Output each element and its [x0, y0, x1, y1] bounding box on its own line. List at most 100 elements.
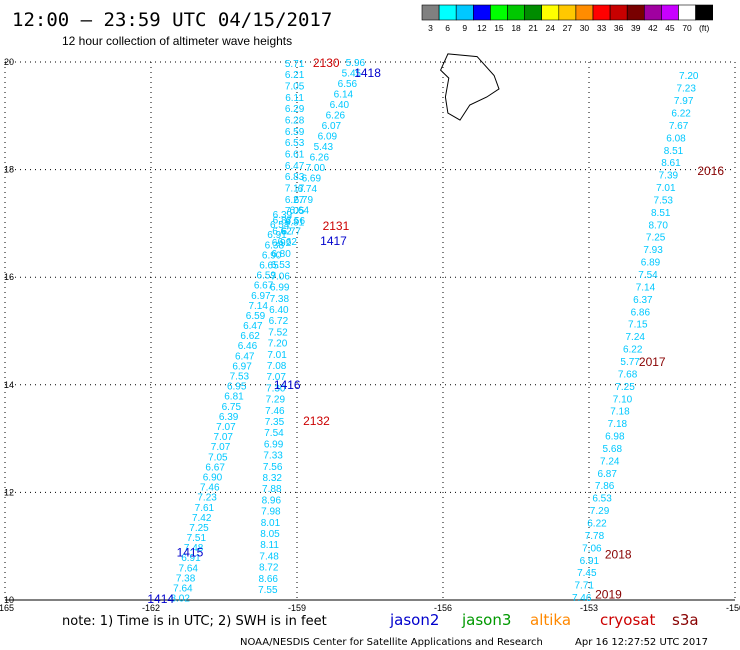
legend-swatch: [438, 4, 457, 21]
wave-height-label: 8.66: [259, 574, 279, 585]
legend-label: 9: [462, 23, 467, 33]
satellite-tracks: 8.027.647.387.646.917.487.517.257.427.61…: [170, 58, 698, 605]
footer-timestamp: Apr 16 12:27:52 UTC 2017: [575, 637, 708, 648]
wave-height-label: 7.48: [184, 543, 204, 554]
wave-height-label: 7.25: [615, 382, 635, 393]
lat-lon-grid: [4, 61, 736, 601]
wave-height-label: 6.65: [259, 260, 279, 271]
wave-height-label: 7.18: [608, 419, 628, 430]
color-scale-legend: 3 6 9 12 15 18 21 24 27 30 33 36 39 42 45 70 (ft): [421, 4, 713, 33]
wave-height-label: 7.06: [582, 543, 602, 554]
wave-height-label: 7.29: [266, 395, 286, 406]
wave-height-label: 8.61: [661, 158, 681, 169]
x-tick-label: -159: [288, 603, 306, 613]
wave-height-label: 6.87: [597, 469, 617, 480]
footer-credit: NOAA/NESDIS Center for Satellite Applica…: [240, 637, 543, 648]
wave-height-label: 6.21: [285, 70, 305, 81]
wave-height-label: 7.54: [638, 270, 658, 281]
wave-height-label: 6.39: [273, 210, 293, 221]
wave-height-label: 7.61: [195, 503, 215, 514]
wave-height-label: 7.48: [259, 551, 279, 562]
wave-height-label: 7.42: [192, 513, 212, 524]
legend-label: 45: [665, 23, 675, 33]
y-tick-label: 18: [4, 165, 14, 175]
wave-height-label: 6.28: [285, 116, 305, 127]
satellite-name: s3a: [672, 611, 699, 629]
wave-height-label: 6.80: [271, 249, 291, 260]
wave-height-label: 6.22: [671, 108, 691, 119]
y-tick-label: 14: [4, 380, 14, 390]
satellite-name: altika: [530, 611, 571, 629]
legend-label: 70: [682, 23, 692, 33]
wave-height-label: 6.14: [334, 89, 354, 100]
legend-swatch: [472, 4, 491, 21]
wave-height-label: 7.25: [189, 523, 209, 534]
wave-height-label: 6.62: [278, 237, 298, 248]
wave-height-label: 6.62: [272, 227, 292, 238]
wave-height-label: 6.53: [271, 260, 291, 271]
wave-height-label: 7.01: [656, 183, 676, 194]
wave-height-label: 6.99: [270, 283, 290, 294]
pass-time-label: 2130: [313, 56, 340, 70]
legend-label: 21: [528, 23, 538, 33]
wave-height-label: 8.51: [664, 146, 684, 157]
y-tick-label: 12: [4, 487, 14, 497]
wave-height-label: 8.02: [170, 594, 190, 605]
wave-height-label: 7.71: [575, 581, 595, 592]
wave-height-label: 7.24: [600, 456, 620, 467]
legend-label: 30: [580, 23, 590, 33]
wave-height-label: 6.91: [267, 230, 287, 241]
legend-label: 36: [614, 23, 624, 33]
wave-height-label: 7.17: [285, 184, 305, 195]
wave-height-label: 6.39: [219, 412, 239, 423]
wave-height-label: 7.67: [669, 121, 689, 132]
legend-swatch: [575, 4, 594, 21]
legend-swatch: [609, 4, 628, 21]
pass-time-label: 1414: [147, 592, 174, 606]
wave-height-label: 5.77: [620, 357, 640, 368]
wave-height-label: 7.00: [306, 163, 326, 174]
wave-height-label: 7.56: [263, 462, 283, 473]
wave-height-label: 6.59: [257, 271, 277, 282]
wave-height-label: 8.11: [260, 540, 279, 551]
wave-height-label: 7.46: [200, 483, 220, 494]
wave-height-label: 7.20: [679, 71, 699, 82]
wave-height-label: 7.10: [613, 394, 633, 405]
legend-swatch: [524, 4, 542, 21]
pass-time-label: 2131: [323, 219, 350, 233]
pass-time-label: 2132: [303, 414, 330, 428]
wave-height-label: 7.39: [659, 171, 679, 182]
legend-label: 12: [477, 23, 487, 33]
legend-swatch: [678, 4, 696, 21]
wave-height-label: 7.54: [264, 428, 284, 439]
wave-height-label: 7.25: [646, 233, 666, 244]
legend-label: 6: [445, 23, 450, 33]
wave-height-label: 7.98: [261, 507, 281, 518]
wave-height-label: 7.64: [179, 563, 199, 574]
wave-height-label: 6.89: [641, 258, 661, 269]
wave-height-label: 7.35: [265, 417, 285, 428]
x-tick-label: -153: [580, 603, 598, 613]
wave-height-label: 7.14: [636, 282, 656, 293]
legend-label: 27: [563, 23, 573, 33]
wave-height-label: 6.90: [203, 472, 223, 483]
pass-time-label: 1416: [274, 378, 301, 392]
wave-height-label: 5.68: [603, 444, 623, 455]
wave-height-label: 7.51: [187, 533, 207, 544]
wave-height-label: 6.83: [285, 172, 305, 183]
satellite-name: jason2: [389, 611, 439, 629]
wave-height-label: 7.55: [258, 585, 278, 596]
wave-height-label: 6.97: [251, 291, 271, 302]
pass-time-label: 1415: [177, 546, 204, 560]
wave-height-label: 5.71: [285, 59, 305, 70]
axis-tick-labels: -165-162-159-156-153-150101214161820: [0, 57, 740, 613]
satellite-name: jason3: [461, 611, 511, 629]
wave-height-label: 6.99: [264, 439, 284, 450]
wave-height-label: 7.01: [267, 350, 287, 361]
wave-height-label: 6.92: [272, 238, 292, 249]
pass-time-label: 2019: [595, 588, 622, 602]
pass-time-label: 1417: [320, 234, 347, 248]
wave-height-label: 8.32: [262, 473, 282, 484]
wave-height-label: 7.20: [268, 339, 288, 350]
